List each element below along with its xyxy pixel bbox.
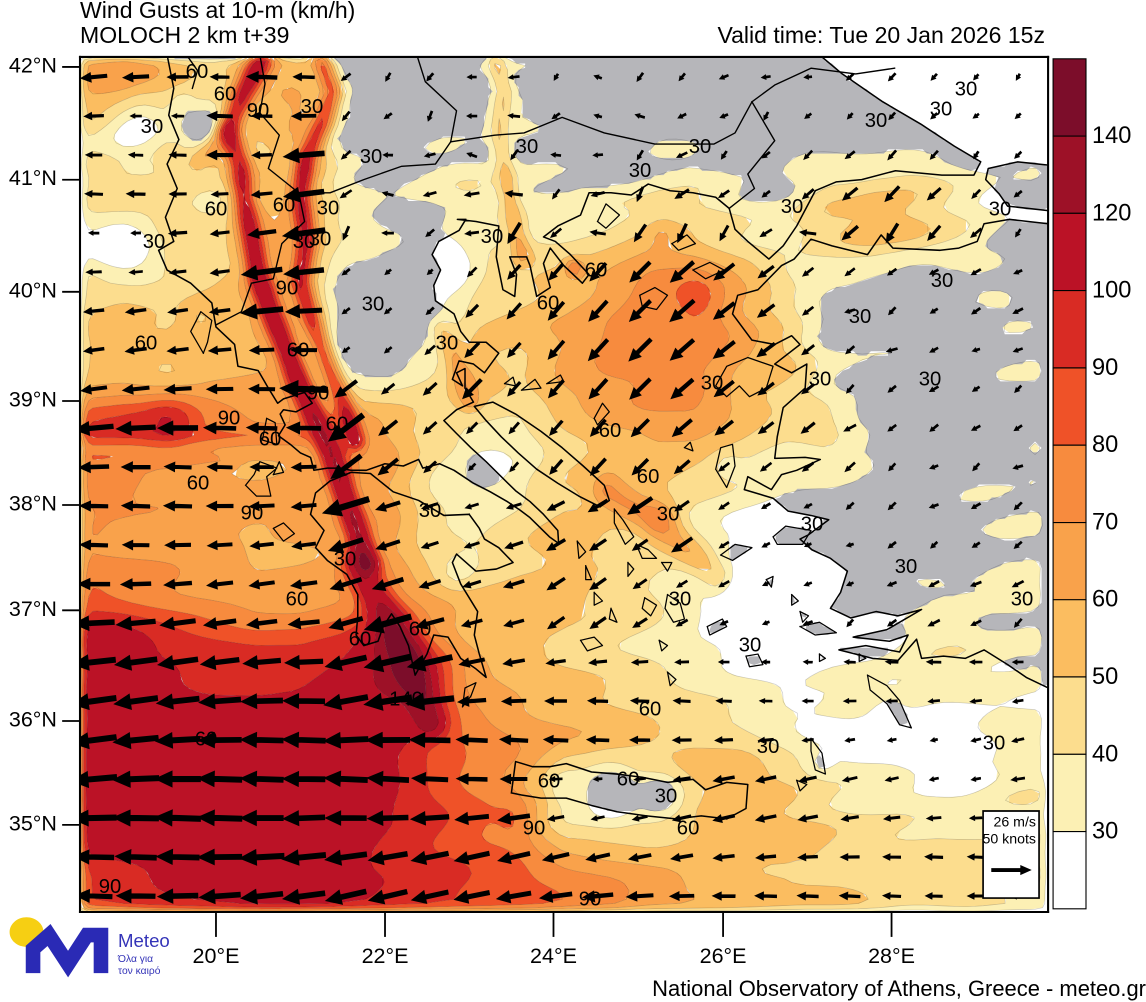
svg-text:30: 30 <box>801 513 824 535</box>
svg-text:60: 60 <box>214 83 237 105</box>
svg-text:30: 30 <box>143 231 166 253</box>
svg-text:37°N: 37°N <box>9 597 57 621</box>
svg-text:Wind Gusts at 10-m (km/h): Wind Gusts at 10-m (km/h) <box>80 0 355 23</box>
svg-text:26°E: 26°E <box>700 944 747 968</box>
svg-text:50: 50 <box>1092 664 1118 690</box>
svg-text:30: 30 <box>955 78 978 100</box>
svg-text:36°N: 36°N <box>9 708 57 732</box>
svg-text:60: 60 <box>677 817 700 839</box>
svg-text:70: 70 <box>1092 509 1118 535</box>
svg-text:60: 60 <box>637 466 660 488</box>
svg-text:30: 30 <box>865 110 888 132</box>
svg-text:90: 90 <box>241 502 264 524</box>
svg-text:60: 60 <box>538 770 561 792</box>
svg-text:30: 30 <box>989 198 1012 220</box>
svg-text:30: 30 <box>930 98 953 120</box>
svg-text:60: 60 <box>287 339 310 361</box>
svg-text:National Observatory of Athens: National Observatory of Athens, Greece -… <box>652 976 1146 1001</box>
svg-text:30: 30 <box>757 736 780 758</box>
svg-text:90: 90 <box>99 876 122 898</box>
svg-text:140: 140 <box>389 688 423 710</box>
svg-text:90: 90 <box>218 407 241 429</box>
svg-text:30: 30 <box>629 160 652 182</box>
svg-text:30: 30 <box>849 306 872 328</box>
svg-text:Όλα για: Όλα για <box>117 954 153 965</box>
svg-text:30: 30 <box>809 368 832 390</box>
svg-text:τον καιρό: τον καιρό <box>118 965 161 977</box>
svg-text:Valid time: Tue 20 Jan 2026 15: Valid time: Tue 20 Jan 2026 15z <box>717 22 1045 48</box>
svg-text:30: 30 <box>983 732 1006 754</box>
svg-text:30: 30 <box>362 293 385 315</box>
svg-text:30: 30 <box>141 116 164 138</box>
svg-text:60: 60 <box>195 728 218 750</box>
svg-text:30: 30 <box>781 196 804 218</box>
svg-text:28°E: 28°E <box>868 944 915 968</box>
svg-text:30: 30 <box>895 556 918 578</box>
svg-text:26 m/s: 26 m/s <box>994 815 1036 831</box>
svg-text:30: 30 <box>1092 819 1118 845</box>
svg-text:41°N: 41°N <box>9 166 57 190</box>
svg-text:60: 60 <box>286 588 309 610</box>
svg-text:60: 60 <box>273 194 296 216</box>
svg-text:60: 60 <box>205 198 228 220</box>
svg-text:30: 30 <box>1011 588 1034 610</box>
svg-text:90: 90 <box>307 382 330 404</box>
svg-text:90: 90 <box>276 277 299 299</box>
svg-text:30: 30 <box>309 228 332 250</box>
svg-text:30: 30 <box>293 231 316 253</box>
svg-text:60: 60 <box>599 420 622 442</box>
svg-text:30: 30 <box>436 332 459 354</box>
svg-text:35°N: 35°N <box>9 811 57 835</box>
svg-text:24°E: 24°E <box>530 944 577 968</box>
svg-text:30: 30 <box>516 136 539 158</box>
svg-text:140: 140 <box>1092 123 1131 149</box>
svg-text:30: 30 <box>334 548 357 570</box>
svg-text:60: 60 <box>537 292 560 314</box>
svg-text:30: 30 <box>739 634 762 656</box>
svg-text:60: 60 <box>1092 587 1118 613</box>
svg-text:60: 60 <box>187 472 210 494</box>
svg-text:30: 30 <box>657 503 680 525</box>
svg-text:30: 30 <box>931 270 954 292</box>
svg-text:30: 30 <box>481 226 504 248</box>
svg-text:30: 30 <box>689 136 712 158</box>
svg-text:90: 90 <box>247 100 270 122</box>
svg-text:30: 30 <box>419 500 442 522</box>
svg-text:60: 60 <box>617 768 640 790</box>
svg-text:40°N: 40°N <box>9 278 57 302</box>
svg-text:90: 90 <box>579 888 602 910</box>
svg-text:60: 60 <box>585 259 608 281</box>
svg-text:MOLOCH 2 km t+39: MOLOCH 2 km t+39 <box>80 22 289 48</box>
svg-text:60: 60 <box>186 61 209 83</box>
svg-text:90: 90 <box>523 817 546 839</box>
svg-text:90: 90 <box>1092 355 1118 381</box>
svg-text:30: 30 <box>360 146 383 168</box>
svg-text:80: 80 <box>1092 432 1118 458</box>
svg-text:30: 30 <box>669 588 692 610</box>
svg-text:30: 30 <box>317 197 340 219</box>
svg-text:38°N: 38°N <box>9 492 57 516</box>
svg-text:120: 120 <box>1092 200 1131 226</box>
svg-text:22°E: 22°E <box>362 944 409 968</box>
svg-text:60: 60 <box>135 332 158 354</box>
svg-text:40: 40 <box>1092 741 1118 767</box>
svg-text:Meteo: Meteo <box>118 930 170 951</box>
svg-text:60: 60 <box>639 698 662 720</box>
svg-text:30: 30 <box>655 785 678 807</box>
svg-text:30: 30 <box>701 372 724 394</box>
svg-text:39°N: 39°N <box>9 388 57 412</box>
svg-text:30: 30 <box>919 368 942 390</box>
svg-text:60: 60 <box>326 413 349 435</box>
svg-text:20°E: 20°E <box>193 944 240 968</box>
svg-text:30: 30 <box>301 96 324 118</box>
svg-text:60: 60 <box>409 618 432 640</box>
svg-text:60: 60 <box>349 628 372 650</box>
svg-text:42°N: 42°N <box>9 54 57 78</box>
svg-text:50 knots: 50 knots <box>982 832 1036 848</box>
svg-text:60: 60 <box>259 428 282 450</box>
svg-text:100: 100 <box>1092 278 1131 304</box>
